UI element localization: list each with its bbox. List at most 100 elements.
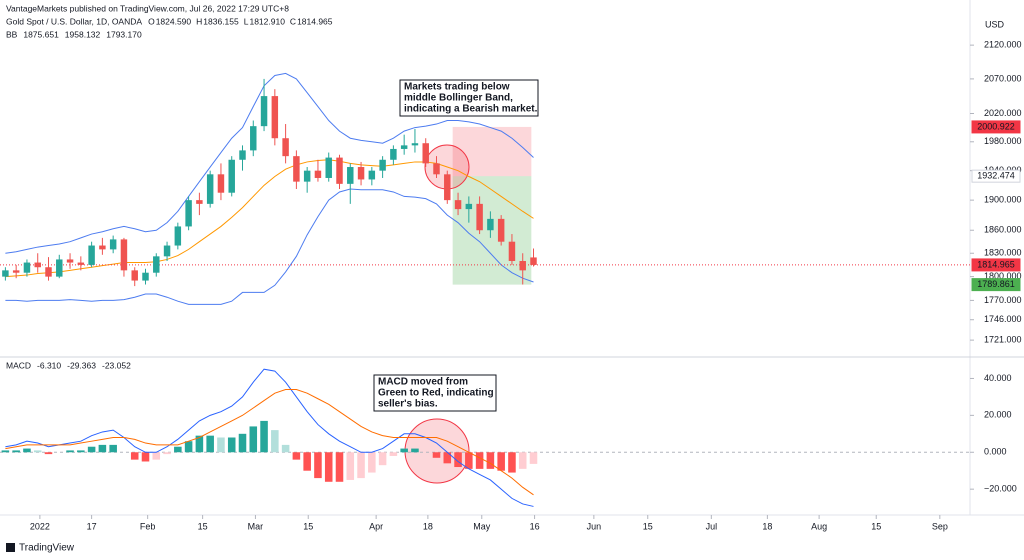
indicator-value: -6.310 — [37, 360, 61, 370]
candle-body — [325, 157, 332, 178]
histogram-bar — [378, 452, 387, 466]
price-tag — [971, 278, 1021, 292]
candle-body — [77, 262, 85, 265]
candle-body — [250, 126, 257, 151]
ohlc-key: C — [290, 16, 296, 26]
indicator-value: 1793.170 — [106, 29, 142, 39]
histogram-bar — [217, 437, 225, 453]
candle-body — [411, 143, 419, 146]
y-tick-label: −20.000 — [984, 484, 1017, 494]
histogram-bar — [368, 452, 376, 473]
y-tick-label: 40.000 — [984, 373, 1012, 383]
histogram-bar — [314, 452, 322, 479]
candle-body — [454, 200, 462, 210]
price-tag — [971, 169, 1021, 183]
candle-body — [12, 270, 20, 273]
price-tag — [971, 258, 1021, 272]
indicator-value: 1875.651 — [23, 29, 59, 39]
candle-body — [400, 145, 408, 149]
candle-body — [282, 138, 289, 157]
candle-body — [271, 96, 279, 139]
ohlc-value: 1812.910 — [249, 16, 285, 26]
x-tick-label: Apr — [369, 521, 383, 531]
candle-body — [131, 270, 138, 281]
indicator-value: 1958.132 — [65, 29, 101, 39]
histogram-bar — [335, 452, 344, 482]
y-tick-label: 1980.000 — [984, 136, 1022, 146]
histogram-bar — [508, 452, 516, 473]
price-tag-label: 1789.861 — [977, 279, 1015, 289]
x-tick-label: 15 — [871, 521, 881, 531]
ohlc-key: H — [196, 16, 202, 26]
histogram-bar — [44, 452, 53, 455]
price-tag — [971, 120, 1021, 134]
candle-body — [260, 96, 268, 127]
x-tick-label: 18 — [423, 521, 433, 531]
indicator-name: BB — [6, 29, 18, 39]
candle-body — [88, 245, 95, 265]
candle-body — [422, 143, 429, 164]
candle-body — [66, 259, 74, 263]
histogram-bar — [292, 452, 301, 460]
histogram-bar — [77, 450, 85, 453]
y-tick-label: 1860.000 — [984, 225, 1022, 235]
annotation-box — [373, 374, 497, 412]
candle-body — [293, 156, 300, 182]
x-tick-label: Jun — [587, 521, 602, 531]
candle-body — [390, 148, 397, 160]
histogram-bar — [432, 452, 441, 458]
bb-line — [5, 72, 534, 254]
candle-body — [476, 203, 483, 231]
candle-body — [99, 245, 106, 250]
histogram-bar — [12, 450, 20, 453]
y-tick-label: 2020.000 — [984, 108, 1022, 118]
ohlc-key: L — [244, 16, 249, 26]
histogram-bar — [141, 452, 150, 462]
logo-icon — [6, 543, 15, 552]
candle-body — [142, 272, 149, 281]
x-tick-label: Mar — [248, 521, 264, 531]
candle-body — [497, 218, 505, 242]
histogram-bar — [518, 452, 527, 469]
candle-body — [206, 174, 214, 204]
histogram-bar — [98, 444, 107, 453]
histogram-bar — [281, 444, 290, 453]
candle-body — [120, 239, 128, 271]
annotation-text: Green to Red, indicating — [378, 388, 494, 399]
histogram-bar — [33, 450, 42, 453]
axis-unit: USD — [985, 19, 1005, 29]
candle-body — [109, 239, 117, 250]
candle-body — [357, 167, 365, 180]
histogram-bar — [163, 452, 171, 455]
y-tick-label: 0.000 — [984, 447, 1007, 457]
candle-body — [368, 170, 376, 180]
x-tick-label: 18 — [762, 521, 772, 531]
histogram-bar — [271, 430, 279, 453]
candle-body — [519, 260, 526, 271]
annotation-text: Markets trading below — [404, 82, 510, 93]
histogram-bar — [400, 448, 408, 453]
y-tick-label: 1830.000 — [984, 248, 1022, 258]
x-tick-label: Sep — [932, 521, 948, 531]
histogram-bar — [152, 452, 161, 460]
y-tick-label: 1721.000 — [984, 335, 1022, 345]
y-tick-label: 1746.000 — [984, 314, 1022, 324]
y-tick-label: 2070.000 — [984, 73, 1022, 83]
histogram-bar — [260, 420, 268, 453]
x-tick-label: 15 — [643, 521, 653, 531]
candle-body — [314, 170, 322, 178]
candle-body — [239, 150, 246, 160]
ohlc-key: O — [148, 16, 155, 26]
candle-body — [153, 256, 160, 273]
x-tick-label: Aug — [811, 521, 827, 531]
histogram-bar — [227, 437, 236, 453]
histogram-bar — [238, 433, 247, 453]
logo: TradingView — [19, 543, 75, 554]
price-tag-label: 1932.474 — [977, 171, 1015, 181]
histogram-bar — [497, 452, 505, 471]
candle-body — [2, 270, 9, 277]
histogram-bar — [303, 452, 311, 471]
ohlc-value: 1824.590 — [156, 16, 192, 26]
histogram-bar — [23, 448, 31, 453]
